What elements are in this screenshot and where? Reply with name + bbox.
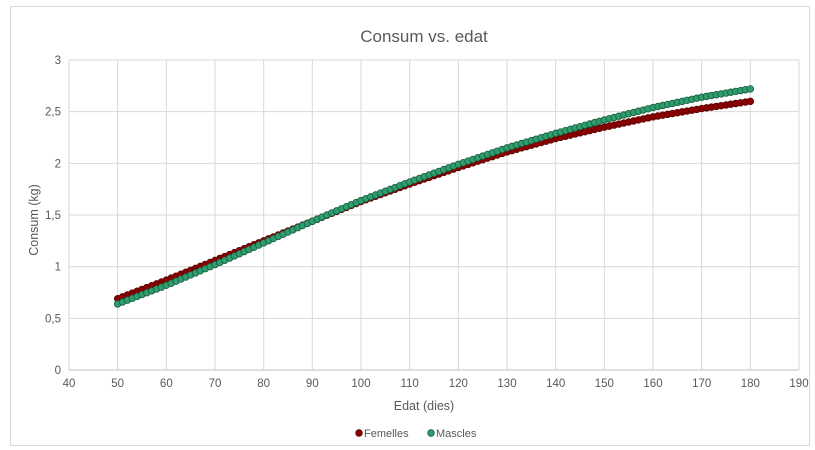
x-tick-label: 150: [595, 378, 614, 390]
x-tick-label: 100: [351, 378, 370, 390]
legend: Femelles Mascles: [355, 428, 477, 440]
chart-area: 40 50 60 70 80 90 100 110 120 130 140 150 160 170 180 1…: [10, 6, 810, 446]
x-axis-title: Edat (dies): [394, 399, 454, 413]
y-tick-label: 0,5: [45, 313, 61, 325]
x-tick-label: 60: [160, 378, 173, 390]
series-layer: [113, 85, 755, 308]
x-tick-label: 110: [400, 378, 418, 390]
x-tick-label: 130: [497, 378, 516, 390]
x-tick-label: 90: [306, 378, 319, 390]
data-point: [746, 97, 755, 106]
y-tick-label: 1,5: [45, 210, 61, 222]
legend-label: Mascles: [436, 428, 477, 440]
series-mascles: [113, 85, 755, 308]
x-tick-label: 190: [789, 378, 808, 390]
legend-marker: [355, 429, 363, 437]
x-tick-label: 170: [692, 378, 711, 390]
axis-layer: 40 50 60 70 80 90 100 110 120 130 140 150 160 170 180 1…: [45, 55, 809, 390]
y-tick-label: 1: [55, 262, 61, 274]
data-point: [746, 85, 755, 93]
y-tick-label: 2,5: [45, 107, 61, 119]
x-tick-label: 160: [643, 378, 662, 390]
x-tick-label: 50: [111, 378, 124, 390]
y-tick-label: 0: [55, 365, 61, 377]
chart-title: Consum vs. edat: [360, 27, 488, 46]
x-tick-label: 80: [257, 378, 270, 390]
x-tick-label: 180: [741, 378, 760, 390]
x-tick-label: 120: [449, 378, 468, 390]
y-tick-label: 2: [55, 158, 61, 170]
x-tick-label: 140: [546, 378, 565, 390]
chart-svg: 40 50 60 70 80 90 100 110 120 130 140 150 160 170 180 1…: [27, 27, 809, 440]
legend-marker: [427, 429, 435, 437]
y-tick-label: 3: [55, 55, 61, 67]
legend-label: Femelles: [364, 428, 409, 440]
grid-layer: [68, 59, 800, 371]
y-axis-title: Consum (kg): [27, 184, 41, 256]
x-tick-label: 40: [63, 378, 76, 390]
series-femelles: [113, 97, 755, 303]
x-tick-label: 70: [209, 378, 222, 390]
